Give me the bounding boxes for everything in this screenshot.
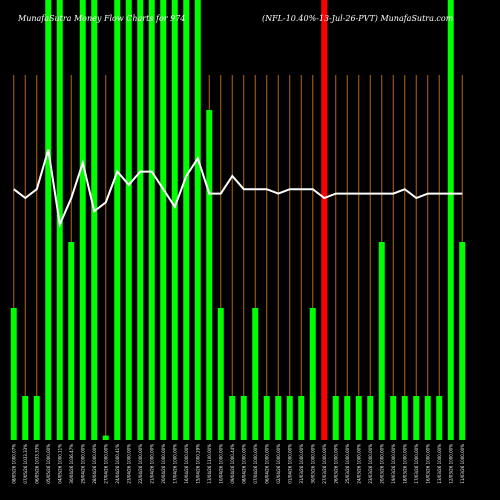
bar [240, 396, 247, 440]
x-tick-label: 30/03/26 1000.00% [310, 444, 315, 484]
bar [206, 110, 213, 440]
bar [194, 0, 201, 440]
bar [332, 396, 339, 440]
x-tick-label: 16/03/26 1000.00% [425, 444, 430, 484]
x-tick-label: 07/04/26 1000.00% [253, 444, 258, 484]
x-tick-label: 04/05/26 1000.11% [57, 444, 62, 484]
bar [309, 308, 316, 440]
x-tick-label: 24/03/26 1000.00% [356, 444, 361, 484]
x-tick-label: 22/04/26 1000.00% [138, 444, 143, 484]
bars [10, 0, 466, 440]
bar [286, 396, 293, 440]
chart-title-right: (NFL-10.40%-13-Jul-26-PVT) MunafaSutra.c… [262, 14, 454, 23]
x-tick-label: 12/03/26 1000.00% [448, 444, 453, 484]
bar [378, 242, 385, 440]
x-tick-label: 21/04/26 1000.00% [149, 444, 154, 484]
x-tick-label: 25/03/26 1000.00% [345, 444, 350, 484]
x-tick-label: 13/03/26 1000.00% [437, 444, 442, 484]
bar [229, 396, 236, 440]
bar [171, 0, 178, 440]
x-tick-label: 10/04/26 1000.00% [218, 444, 223, 484]
bar [102, 435, 109, 440]
x-tick-label: 16/04/26 1000.00% [184, 444, 189, 484]
bar [321, 0, 328, 440]
bar [114, 0, 121, 440]
x-tick-labels: 08/05/26 1000.07% 07/05/26 1033.33% 06/05/… [11, 444, 465, 484]
x-tick-label: 24/04/26 1000.41% [115, 444, 120, 484]
chart-title-left: MunafaSutra Money Flow Charts for 974 [17, 14, 185, 23]
bar [263, 396, 270, 440]
bar [217, 308, 224, 440]
bar [33, 396, 40, 440]
x-tick-label: 18/03/26 1000.00% [402, 444, 407, 484]
bar [275, 396, 282, 440]
x-tick-label: 08/05/26 1000.07% [11, 444, 16, 484]
bar [424, 396, 431, 440]
bar [447, 0, 454, 440]
money-flow-line [13, 149, 463, 228]
x-tick-label: 08/04/26 1000.00% [241, 444, 246, 484]
bar [401, 396, 408, 440]
x-tick-label: 28/04/26 1000.00% [92, 444, 97, 484]
bar [459, 242, 466, 440]
bar [413, 396, 420, 440]
bar [390, 396, 397, 440]
bar [79, 0, 86, 440]
bar [252, 308, 259, 440]
x-tick-label: 06/04/26 1000.00% [264, 444, 269, 484]
x-tick-label: 23/04/26 1000.00% [126, 444, 131, 484]
x-tick-label: 17/04/26 1000.00% [172, 444, 177, 484]
x-tick-label: 11/03/26 1000.00% [460, 444, 465, 484]
bar [436, 396, 443, 440]
x-tick-label: 27/04/26 1000.00% [103, 444, 108, 484]
x-tick-label: 19/03/26 1000.00% [391, 444, 396, 484]
x-tick-label: 02/04/26 1000.00% [276, 444, 281, 484]
bar [45, 0, 52, 440]
x-tick-label: 20/04/26 1000.00% [161, 444, 166, 484]
x-tick-label: 15/04/26 1000.29% [195, 444, 200, 484]
x-tick-label: 20/03/26 1000.00% [379, 444, 384, 484]
bar [137, 0, 144, 440]
bar [10, 308, 17, 440]
x-tick-label: 30/04/26 1036.47% [69, 444, 74, 484]
bar [355, 396, 362, 440]
bar [22, 396, 29, 440]
bar [148, 0, 155, 440]
bar [344, 396, 351, 440]
x-tick-label: 27/03/26 1000.00% [322, 444, 327, 484]
bar [68, 242, 75, 440]
bar [160, 0, 167, 440]
x-tick-label: 07/05/26 1033.33% [23, 444, 28, 484]
x-tick-label: 01/04/26 1000.00% [287, 444, 292, 484]
bar [367, 396, 374, 440]
x-tick-label: 13/04/26 1100.00% [207, 444, 212, 484]
x-tick-label: 23/03/26 1000.00% [368, 444, 373, 484]
x-tick-label: 31/03/26 1000.00% [299, 444, 304, 484]
x-tick-label: 09/04/26 1000.44% [230, 444, 235, 484]
bar [125, 0, 132, 440]
x-tick-label: 17/03/26 1000.00% [414, 444, 419, 484]
x-tick-label: 06/05/26 1033.33% [34, 444, 39, 484]
bar [183, 0, 190, 440]
bar [298, 396, 305, 440]
bar [91, 0, 98, 440]
x-tick-label: 26/03/26 1000.00% [333, 444, 338, 484]
x-tick-label: 29/04/26 1000.00% [80, 444, 85, 484]
x-tick-label: 05/05/26 1000.00% [46, 444, 51, 484]
